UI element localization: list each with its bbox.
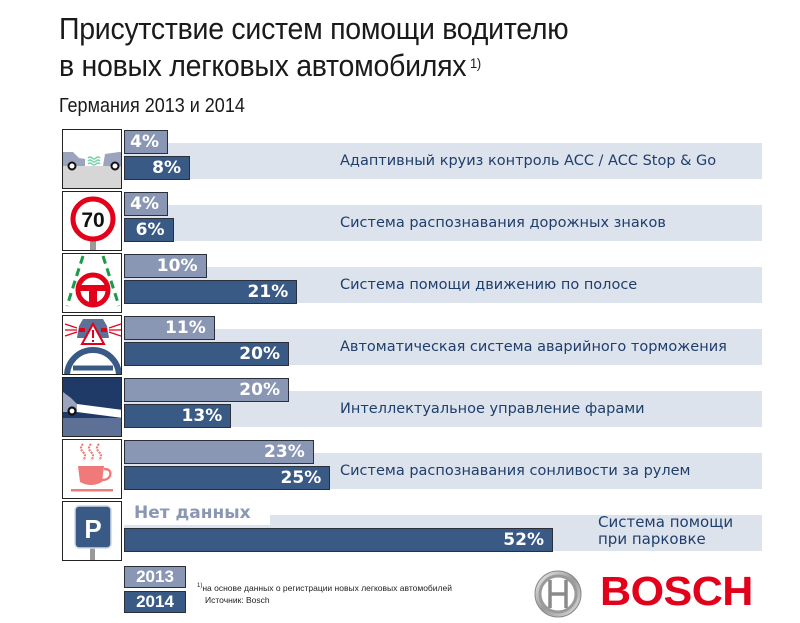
chart-row-drowsiness: 23% 25% Система распознавания сонливости… bbox=[62, 439, 762, 501]
bar-2013: 10% bbox=[124, 254, 207, 278]
adaptive-cruise-control-icon bbox=[62, 129, 122, 189]
bar-2014: 13% bbox=[124, 404, 232, 428]
category-label: Система распознавания дорожных знаков bbox=[340, 215, 666, 231]
drowsiness-coffee-icon bbox=[62, 439, 122, 499]
bar-value-label: 10% bbox=[156, 256, 198, 276]
bar-2013: 11% bbox=[124, 316, 215, 340]
headlight-control-icon bbox=[62, 377, 122, 437]
bar-value-label: 8% bbox=[152, 158, 181, 178]
category-label: Система помощи движению по полосе bbox=[340, 277, 638, 293]
bar-value-label: 21% bbox=[247, 282, 289, 302]
bar-value-label: 23% bbox=[264, 442, 305, 462]
legend-2014: 2014 bbox=[124, 591, 186, 613]
lane-assist-icon bbox=[62, 253, 122, 313]
title-line-2-text: в новых легковых автомобилях bbox=[59, 48, 467, 83]
title-line-2: в новых легковых автомобилях 1) bbox=[59, 47, 568, 84]
bar-value-label: 52% bbox=[503, 530, 544, 550]
bar-value-label: 20% bbox=[239, 380, 280, 400]
bar-2013: 4% bbox=[124, 130, 168, 154]
bar-value-label: 4% bbox=[130, 194, 159, 214]
chart-row-parking: P Нет данных 52% Система помощи при парк… bbox=[62, 501, 762, 563]
title-footnote-marker: 1) bbox=[469, 55, 481, 71]
category-label-line-1: Система помощи bbox=[598, 513, 734, 531]
chart-row-emergency-braking: 11% 20% Автоматическая система аварийног… bbox=[62, 315, 762, 377]
chart-row-lane-assist: 10% 21% Система помощи движению по полос… bbox=[62, 253, 762, 315]
footnote-text: на основе данных о регистрации новых лег… bbox=[202, 582, 452, 593]
bar-2014: 20% bbox=[124, 342, 289, 366]
chart-row-headlight: 20% 13% Интеллектуальное управление фара… bbox=[62, 377, 762, 439]
footnote: 1)на основе данных о регистрации новых л… bbox=[197, 580, 452, 606]
legend-2013: 2013 bbox=[124, 566, 186, 588]
bar-value-label: 4% bbox=[130, 132, 159, 152]
category-label-line-2: при парковке bbox=[598, 530, 706, 548]
chart-subtitle: Германия 2013 и 2014 bbox=[59, 95, 245, 117]
bar-2014: 6% bbox=[124, 218, 174, 242]
bar-2013: 23% bbox=[124, 440, 314, 464]
bar-2014: 21% bbox=[124, 280, 298, 304]
title-line-1: Присутствие систем помощи водителю bbox=[59, 11, 569, 46]
category-label: Система распознавания сонливости за руле… bbox=[340, 463, 691, 479]
emergency-braking-icon bbox=[62, 315, 122, 375]
bar-value-label: 25% bbox=[280, 468, 322, 488]
bosch-logo-text: BOSCH bbox=[600, 568, 753, 614]
footnote-marker: 1) bbox=[197, 583, 203, 589]
footnote-source: Источник: Bosch bbox=[205, 594, 270, 605]
row-background bbox=[124, 143, 762, 179]
category-label: Система помощи при парковке bbox=[598, 514, 733, 550]
sign-text: P bbox=[84, 514, 101, 544]
bosch-emblem-icon bbox=[533, 569, 583, 619]
category-label: Интеллектуальное управление фарами bbox=[340, 401, 645, 417]
row-background bbox=[124, 205, 762, 241]
sign-text: 70 bbox=[81, 209, 104, 232]
category-label: Автоматическая система аварийного тормож… bbox=[340, 339, 727, 355]
chart-row-acc: 4% 8% Адаптивный круиз контроль ACC / AC… bbox=[62, 129, 762, 191]
parking-sign-icon: P bbox=[62, 501, 122, 561]
bar-2014: 52% bbox=[124, 528, 553, 552]
chart-title: Присутствие систем помощи водителю в нов… bbox=[59, 10, 569, 84]
bar-value-label: 13% bbox=[181, 406, 223, 426]
no-data-label: Нет данных bbox=[124, 501, 270, 525]
bar-2014: 8% bbox=[124, 156, 190, 180]
bar-2014: 25% bbox=[124, 466, 331, 490]
bar-value-label: 11% bbox=[165, 318, 206, 338]
bar-value-label: 6% bbox=[135, 220, 165, 240]
bar-value-label: 20% bbox=[239, 344, 280, 364]
bar-2013: 4% bbox=[124, 192, 168, 216]
chart-row-traffic-sign: 70 4% 6% Система распознавания дорожных … bbox=[62, 191, 762, 253]
bar-2013: 20% bbox=[124, 378, 289, 402]
speed-limit-70-sign-icon: 70 bbox=[62, 191, 122, 251]
category-label: Адаптивный круиз контроль ACC / ACC Stop… bbox=[340, 153, 717, 169]
